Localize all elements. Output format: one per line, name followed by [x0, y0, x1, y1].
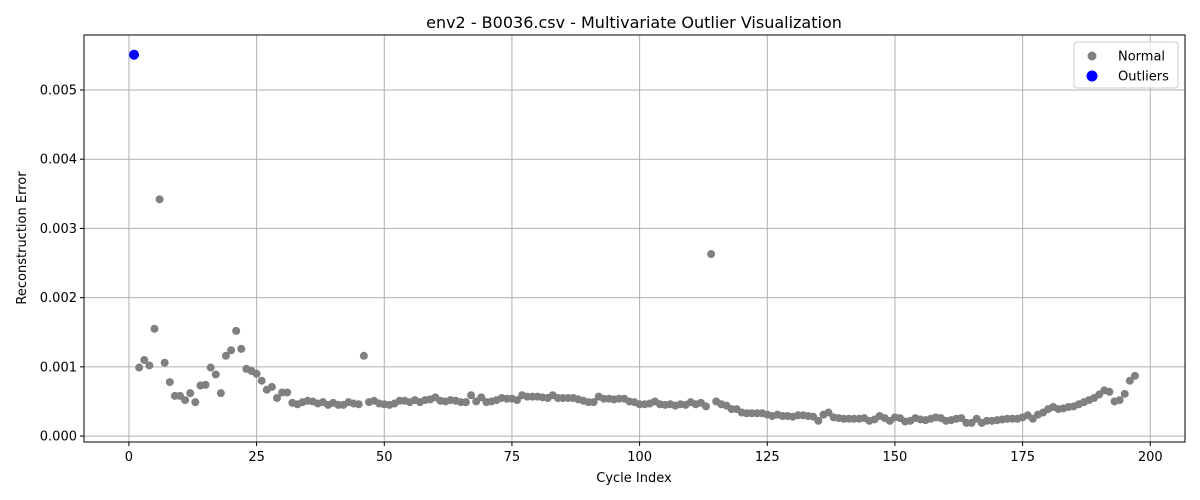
normal-point	[477, 393, 486, 402]
normal-point	[513, 396, 522, 405]
normal-point	[165, 378, 174, 387]
legend-marker-outliers	[1086, 70, 1098, 82]
normal-point	[957, 414, 966, 423]
normal-point	[160, 358, 169, 367]
plot-frame	[83, 34, 1186, 443]
normal-point	[1130, 371, 1139, 380]
legend: Normal Outliers	[1073, 41, 1179, 89]
legend-label-normal: Normal	[1118, 50, 1165, 65]
y-tick-label: 0.004	[40, 153, 77, 168]
chart-title: env2 - B0036.csv - Multivariate Outlier …	[426, 13, 842, 32]
y-axis-ticks: 0.000 0.001 0.002 0.003 0.004 0.005	[40, 83, 84, 445]
normal-point	[1115, 396, 1124, 405]
data-points	[129, 49, 1139, 427]
legend-label-outliers: Outliers	[1118, 70, 1169, 85]
normal-point	[211, 370, 220, 379]
normal-point	[1125, 376, 1134, 385]
legend-marker-normal	[1087, 51, 1097, 61]
normal-point	[191, 398, 200, 407]
normal-point	[359, 351, 368, 360]
x-tick-label: 0	[125, 450, 133, 465]
normal-point	[181, 396, 190, 405]
y-tick-label: 0.000	[40, 430, 77, 445]
outlier-point	[129, 49, 140, 60]
normal-point	[232, 326, 241, 335]
x-tick-label: 125	[755, 450, 780, 465]
x-tick-label: 175	[1010, 450, 1035, 465]
legend-box	[1073, 41, 1179, 89]
normal-point	[140, 355, 149, 364]
normal-point	[283, 388, 292, 397]
normal-point	[252, 369, 261, 378]
grid	[84, 35, 1185, 442]
normal-point	[135, 363, 144, 372]
normal-point	[707, 250, 716, 259]
x-tick-label: 25	[248, 450, 265, 465]
normal-point	[1120, 389, 1129, 398]
normal-point	[221, 351, 230, 360]
normal-point	[257, 376, 266, 385]
normal-point	[701, 402, 710, 411]
y-tick-label: 0.005	[40, 83, 77, 98]
normal-point	[824, 408, 833, 417]
normal-point	[589, 398, 598, 407]
x-axis-ticks: 0 25 50 75 100 125 150 175 200	[125, 442, 1163, 465]
x-tick-label: 50	[376, 450, 393, 465]
normal-point	[145, 361, 154, 370]
normal-point	[273, 394, 282, 403]
normal-point	[201, 380, 210, 389]
y-tick-label: 0.003	[40, 222, 77, 237]
normal-point	[467, 391, 476, 400]
x-tick-label: 150	[883, 450, 908, 465]
normal-point	[461, 398, 470, 407]
x-tick-label: 75	[504, 450, 521, 465]
normal-point	[267, 382, 276, 391]
normal-point	[186, 389, 195, 398]
normal-point	[354, 400, 363, 409]
normal-point	[237, 344, 246, 353]
normal-point	[216, 389, 225, 398]
x-tick-label: 100	[627, 450, 652, 465]
normal-point	[1105, 387, 1114, 396]
normal-point	[206, 363, 215, 372]
x-axis-label: Cycle Index	[596, 471, 672, 486]
y-tick-label: 0.001	[40, 360, 77, 375]
normal-point	[155, 195, 164, 204]
normal-point	[227, 346, 236, 355]
y-tick-label: 0.002	[40, 291, 77, 306]
y-axis-label: Reconstruction Error	[15, 171, 30, 305]
x-tick-label: 200	[1138, 450, 1163, 465]
normal-point	[150, 324, 159, 333]
normal-point	[814, 416, 823, 425]
